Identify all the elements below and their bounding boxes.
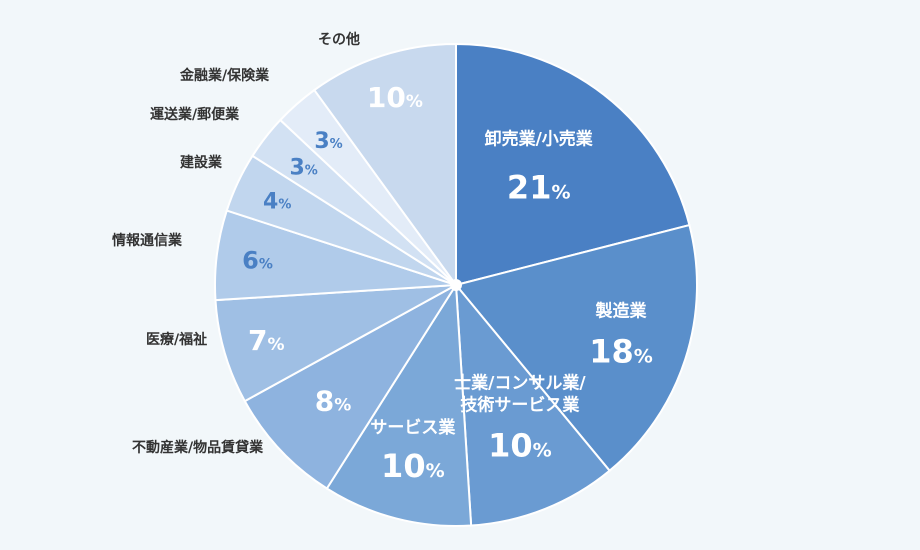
- slice-category-label: 建設業: [180, 154, 223, 171]
- slice-category-label: 製造業: [595, 301, 647, 322]
- slice-percent-label: 21%: [507, 168, 571, 206]
- slice-percent-label: 3%: [314, 129, 342, 154]
- pie-slice: [454, 223, 698, 473]
- pie-slice: [325, 281, 473, 527]
- slice-category-label: 技術サービス業: [460, 394, 579, 415]
- pie-slice: [214, 284, 457, 403]
- slice-category-label: 金融業/保険業: [179, 67, 270, 84]
- slice-category-label: 運送業/郵便業: [150, 106, 240, 123]
- slice-percent-label: 3%: [289, 156, 317, 181]
- slice-percent-label: 7%: [248, 324, 285, 357]
- slice-category-label: 医療/福祉: [146, 331, 207, 348]
- pie-slice: [312, 42, 457, 289]
- slice-percent-label: 10%: [488, 426, 552, 464]
- slice-percent-label: 18%: [589, 333, 653, 371]
- slice-category-label: サービス業: [370, 417, 455, 438]
- slice-category-label: 卸売業/小売業: [485, 128, 593, 149]
- pie-slice: [455, 42, 691, 287]
- pie-slice: [454, 281, 612, 527]
- slice-percent-label: 4%: [263, 190, 291, 215]
- slice-percent-label: 10%: [381, 447, 445, 485]
- slice-category-label: 士業/コンサル業/: [454, 372, 586, 393]
- slice-category-label: 情報通信業: [112, 232, 183, 249]
- slice-percent-label: 6%: [242, 246, 273, 274]
- pie-center-dot: [450, 279, 462, 291]
- slice-category-label: その他: [318, 31, 360, 48]
- slice-category-label: 不動産業/物品賃貸業: [132, 439, 264, 456]
- slice-percent-label: 8%: [315, 384, 352, 417]
- slice-percent-label: 10%: [367, 81, 423, 114]
- pie-slice: [243, 284, 457, 490]
